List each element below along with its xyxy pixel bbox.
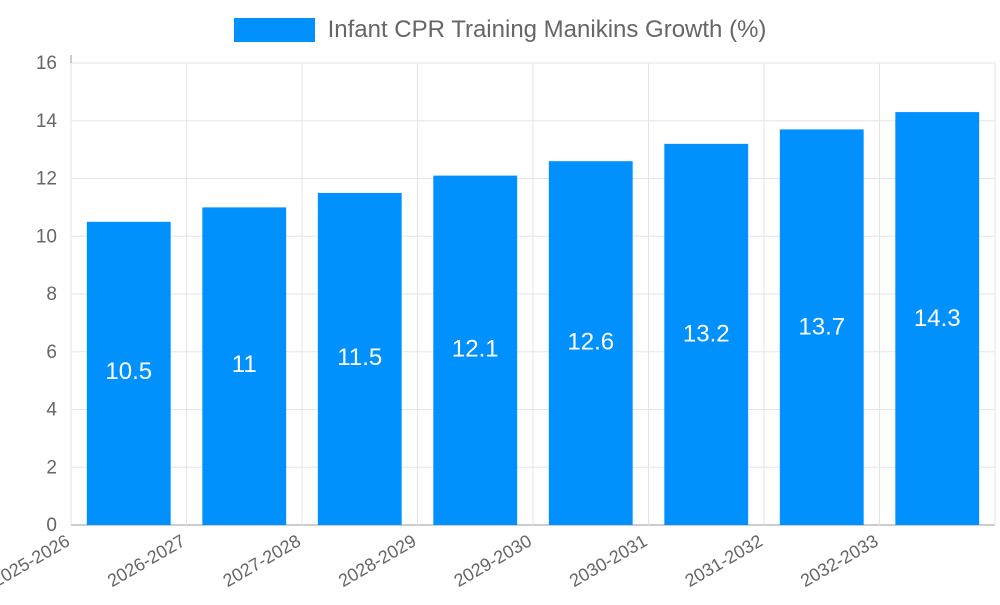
svg-text:2029-2030: 2029-2030: [450, 531, 535, 591]
svg-text:14.3: 14.3: [914, 305, 961, 332]
svg-text:10: 10: [36, 226, 57, 247]
svg-text:6: 6: [46, 342, 57, 363]
svg-text:12.1: 12.1: [452, 336, 499, 363]
svg-text:0: 0: [46, 515, 57, 536]
svg-text:10.5: 10.5: [105, 358, 152, 385]
svg-text:11: 11: [232, 351, 257, 378]
svg-text:2026-2027: 2026-2027: [104, 531, 189, 591]
svg-text:2027-2028: 2027-2028: [219, 531, 304, 591]
svg-text:12.6: 12.6: [567, 329, 614, 356]
svg-text:8: 8: [46, 284, 57, 305]
svg-text:2032-2033: 2032-2033: [797, 531, 882, 591]
svg-text:13.2: 13.2: [683, 320, 730, 347]
svg-text:2028-2029: 2028-2029: [335, 531, 420, 591]
svg-text:14: 14: [36, 111, 58, 132]
svg-text:16: 16: [36, 53, 57, 74]
svg-text:2031-2032: 2031-2032: [681, 531, 766, 591]
svg-text:4: 4: [46, 400, 57, 421]
svg-text:2030-2031: 2030-2031: [566, 531, 651, 591]
svg-text:2025-2026: 2025-2026: [0, 531, 73, 591]
svg-text:12: 12: [36, 169, 57, 190]
svg-text:11.5: 11.5: [337, 344, 382, 371]
svg-text:13.7: 13.7: [798, 313, 845, 340]
svg-text:2: 2: [46, 457, 57, 478]
